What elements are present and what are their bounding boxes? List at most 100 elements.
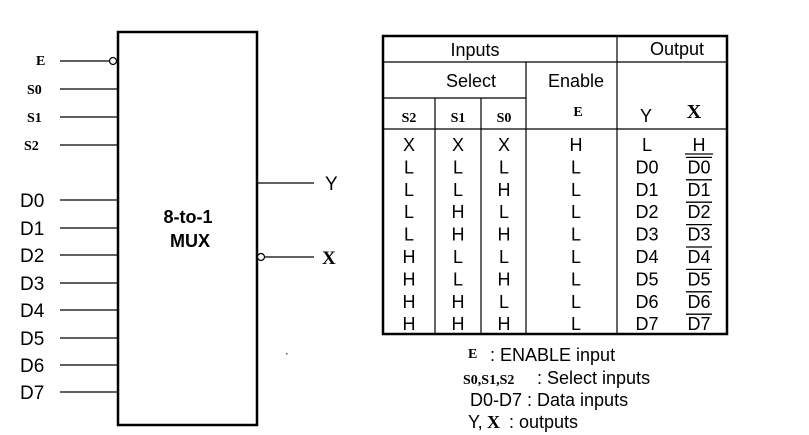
legend-data-text: D0-D7 : Data inputs: [470, 390, 628, 410]
cell-s0: L: [499, 292, 509, 312]
cell-s1: H: [452, 314, 465, 334]
table-row: H H H L D7 D7: [403, 313, 712, 334]
mux-title-line1: 8-to-1: [164, 207, 213, 227]
legend-e-text: : ENABLE input: [490, 345, 615, 365]
cell-x: D7: [687, 314, 710, 334]
output-y-label: Y: [325, 174, 338, 195]
cell-s2: L: [404, 202, 414, 222]
header-output: Output: [650, 39, 704, 59]
cell-s1: L: [453, 247, 463, 267]
d1-label: D1: [20, 219, 44, 240]
cell-y: D7: [635, 314, 658, 334]
table-row: L L H L D1 D1: [404, 179, 712, 200]
truth-table: Inputs Output Select Enable S2 S1 S0 E Y…: [381, 34, 729, 336]
cell-x: D5: [687, 269, 710, 289]
cell-s1: L: [453, 269, 463, 289]
cell-y: D2: [635, 202, 658, 222]
cell-y: D1: [635, 180, 658, 200]
header-select: Select: [446, 71, 496, 91]
cell-s2: L: [404, 157, 414, 177]
stray-dot: [286, 353, 288, 355]
output-y: Y: [257, 174, 338, 195]
header-enable: Enable: [548, 71, 604, 91]
cell-x: D0: [687, 157, 710, 177]
d4-label: D4: [20, 301, 45, 322]
cell-y: D6: [635, 292, 658, 312]
s1-label: S1: [27, 111, 42, 126]
cell-x: D1: [687, 180, 710, 200]
select-input-s2: S2: [24, 139, 118, 154]
cell-s2: L: [404, 225, 414, 245]
output-x: X: [256, 248, 336, 269]
table-row: L H L L D2 D2: [404, 201, 712, 222]
cell-s2: X: [403, 135, 415, 155]
table-row: H L L L D4 D4: [403, 246, 712, 267]
cell-s1: L: [453, 157, 463, 177]
cell-e: L: [571, 314, 581, 334]
table-rows: X X X H L HL L L L D0 D0L L H L D1 D1L H L L D2 D2L H H L D3 D3H L…: [403, 135, 713, 334]
legend-select-symbols: S0,S1,S2: [463, 373, 514, 388]
cell-s0: X: [498, 135, 510, 155]
cell-x: D4: [687, 247, 710, 267]
cell-e: L: [571, 157, 581, 177]
d5-label: D5: [20, 329, 44, 350]
d3-label: D3: [20, 274, 44, 295]
d7-label: D7: [20, 383, 44, 404]
table-row: L H H L D3 D3: [404, 223, 712, 245]
output-x-label: X: [322, 248, 336, 269]
cell-s1: H: [452, 202, 465, 222]
cell-y: D3: [635, 225, 658, 245]
cell-s2: H: [403, 314, 416, 334]
cell-e: L: [571, 225, 581, 245]
data-inputs: D0 D1 D2 D3 D4 D5 D6 D7: [20, 191, 118, 404]
cell-e: L: [571, 180, 581, 200]
cell-x: H: [693, 135, 706, 155]
cell-e: L: [571, 202, 581, 222]
cell-s0: L: [499, 202, 509, 222]
cell-s1: H: [452, 225, 465, 245]
select-input-s1: S1: [27, 111, 118, 126]
cell-y: D0: [635, 157, 658, 177]
legend-out-y: Y,: [468, 412, 483, 432]
cell-s1: L: [453, 180, 463, 200]
col-x: X: [687, 101, 702, 123]
col-s1: S1: [451, 111, 466, 126]
col-s0: S0: [497, 111, 512, 126]
d2-label: D2: [20, 246, 44, 267]
cell-s2: H: [403, 269, 416, 289]
cell-e: L: [571, 269, 581, 289]
table-row: H H L L D6 D6: [403, 291, 712, 312]
cell-s0: L: [499, 157, 509, 177]
legend-select-text: : Select inputs: [537, 368, 650, 388]
table-row: H L H L D5 D5: [403, 268, 712, 289]
cell-e: L: [571, 247, 581, 267]
cell-s0: H: [498, 269, 511, 289]
legend: E : ENABLE input S0,S1,S2 : Select input…: [463, 345, 650, 432]
legend-out-x: X: [487, 412, 500, 432]
d6-label: D6: [20, 356, 44, 377]
cell-s0: H: [498, 225, 511, 245]
cell-x: D2: [687, 202, 710, 222]
cell-s1: H: [452, 292, 465, 312]
output-inversion-bubble: [256, 252, 266, 262]
enable-input: E: [36, 54, 118, 69]
legend-e-symbol: E: [468, 347, 477, 362]
cell-s2: L: [404, 180, 414, 200]
cell-s2: H: [403, 292, 416, 312]
s0-label: S0: [27, 83, 42, 98]
cell-s0: H: [498, 314, 511, 334]
table-row: L L L L D0 D0: [404, 156, 712, 177]
cell-s0: L: [499, 247, 509, 267]
enable-label: E: [36, 54, 45, 69]
enable-inversion-bubble: [108, 56, 118, 66]
col-y: Y: [640, 106, 652, 126]
cell-y: L: [642, 135, 652, 155]
cell-x: D6: [687, 292, 710, 312]
col-s2: S2: [402, 111, 417, 126]
mux-body: [116, 30, 259, 427]
legend-out-text: : outputs: [509, 412, 578, 432]
d0-label: D0: [20, 191, 44, 212]
cell-y: D4: [635, 247, 658, 267]
